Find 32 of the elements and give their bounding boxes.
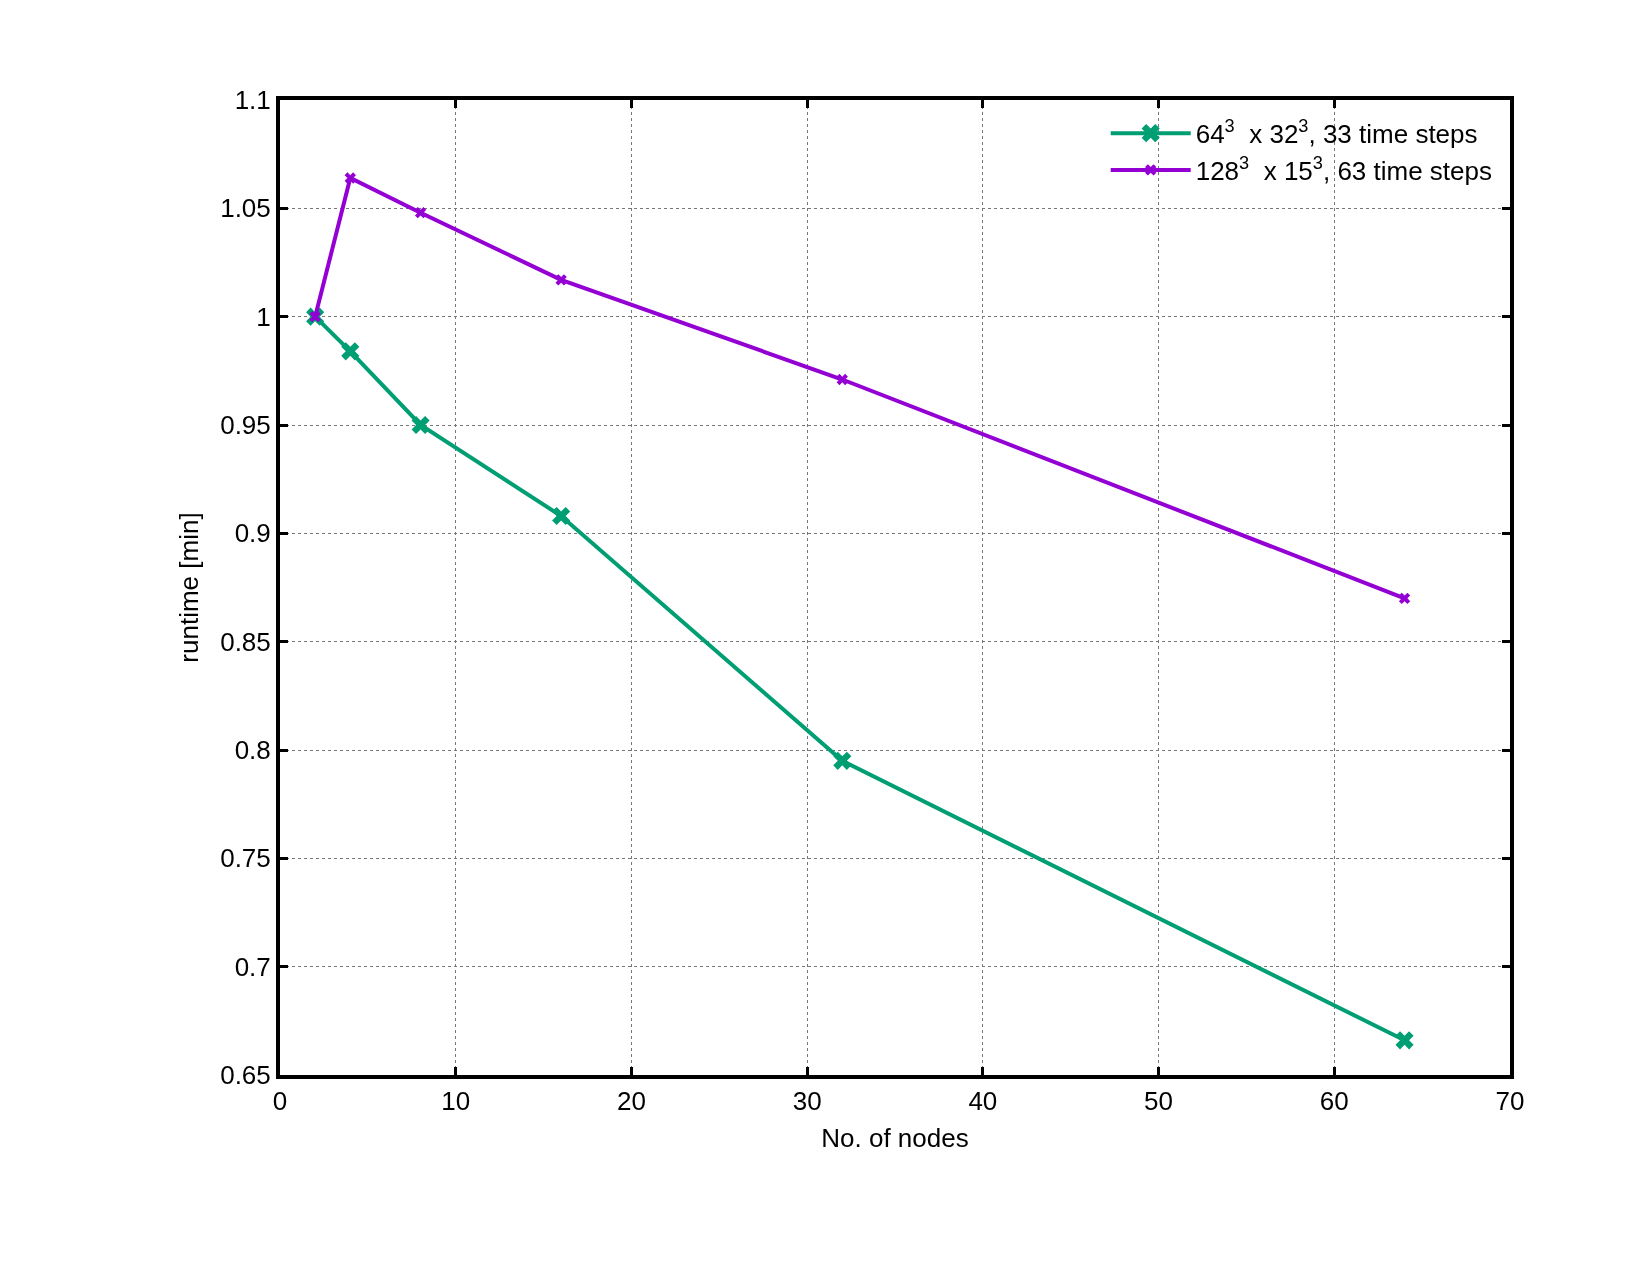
x-tick-label: 70 bbox=[1495, 1086, 1525, 1117]
legend-label: 128$^{3}$ x 15$^{3}$, 63 time steps bbox=[1195, 153, 1493, 187]
y-tick-label: 0.85 bbox=[220, 626, 271, 657]
y-tick-label: 0.65 bbox=[220, 1060, 271, 1091]
y-tick-label: 0.75 bbox=[220, 843, 271, 874]
x-tick-label: 0 bbox=[272, 1086, 288, 1117]
legend-label: 64$^{3}$ x 32$^{3}$, 33 time steps bbox=[1195, 116, 1478, 150]
y-tick-label: 0.7 bbox=[234, 951, 271, 982]
y-tick-label: 1.05 bbox=[220, 193, 271, 224]
point bbox=[1395, 1031, 1414, 1050]
point bbox=[555, 274, 567, 286]
y-tick-label: 0.9 bbox=[234, 518, 271, 549]
point bbox=[552, 506, 571, 526]
point bbox=[414, 207, 427, 219]
y-tick-label: 1.1 bbox=[234, 85, 271, 116]
y-tick-label: 1 bbox=[256, 301, 271, 332]
x-tick-label: 50 bbox=[1144, 1086, 1174, 1117]
point bbox=[1398, 592, 1411, 604]
y-axis-title: runtime [min] bbox=[174, 512, 205, 663]
x-tick-label: 60 bbox=[1319, 1086, 1349, 1117]
y-tick-label: 0.8 bbox=[234, 735, 271, 766]
point bbox=[836, 373, 848, 386]
point bbox=[341, 342, 360, 361]
point bbox=[833, 751, 852, 770]
x-tick-label: 20 bbox=[616, 1086, 646, 1117]
x-axis-title: No. of nodes bbox=[821, 1123, 969, 1154]
x-tick-label: 40 bbox=[968, 1086, 998, 1117]
point bbox=[344, 172, 356, 184]
x-tick-label: 10 bbox=[441, 1086, 471, 1117]
point bbox=[411, 415, 430, 435]
x-tick-label: 30 bbox=[792, 1086, 822, 1117]
y-tick-label: 0.95 bbox=[220, 410, 271, 441]
